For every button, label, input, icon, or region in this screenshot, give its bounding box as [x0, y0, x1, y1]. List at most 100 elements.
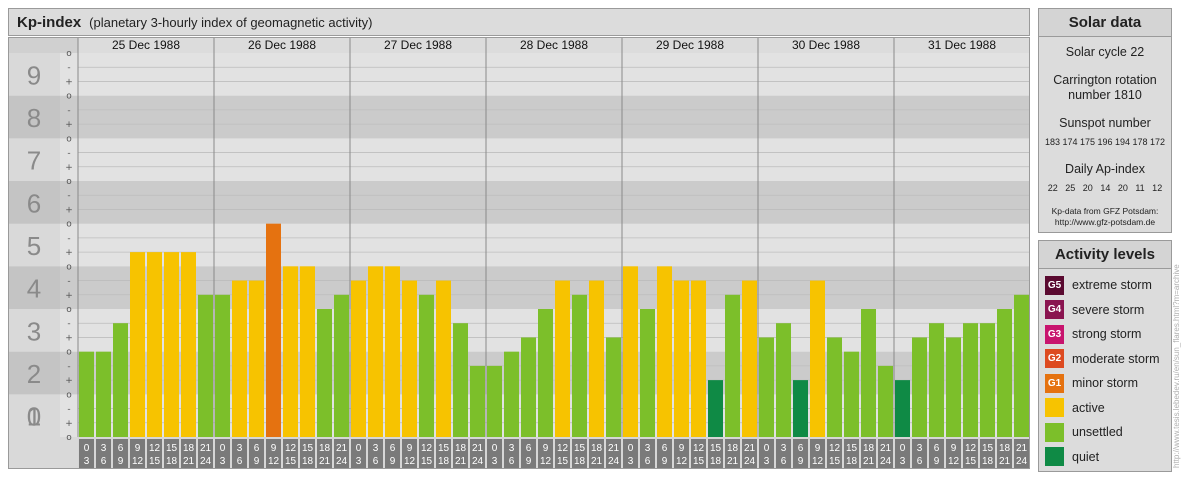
legend-item: G4 severe storm: [1045, 300, 1144, 320]
time-end-label: 15: [829, 456, 841, 467]
source-line-2[interactable]: http://www.gfz-potsdam.de: [1054, 217, 1156, 227]
y-tick-label: 2: [27, 359, 41, 389]
minor-tick-label: +: [65, 120, 73, 130]
kp-bar: [827, 337, 842, 437]
minor-tick-label: -: [67, 191, 70, 201]
minor-tick-label: -: [67, 319, 70, 329]
time-label-bg: [538, 439, 553, 468]
day-header-bg: [486, 37, 622, 53]
time-end-label: 21: [999, 456, 1011, 467]
time-label-bg: [283, 439, 298, 468]
minor-tick-label: o: [66, 134, 72, 144]
chart-border: [8, 37, 1030, 469]
time-start-label: 18: [727, 443, 739, 454]
time-label-bg: [810, 439, 825, 468]
minor-tick-label: +: [65, 333, 73, 343]
minor-tick-label: +: [65, 163, 73, 173]
time-start-label: 21: [472, 443, 484, 454]
kp-band: [78, 53, 1030, 96]
minor-tick-label: +: [65, 205, 73, 215]
kp-bar: [759, 337, 774, 437]
legend-item: unsettled: [1045, 422, 1123, 442]
time-start-label: 6: [934, 443, 940, 454]
legend-item: G5 extreme storm: [1045, 275, 1152, 295]
time-start-label: 15: [982, 443, 994, 454]
minor-tick-label: o: [66, 92, 72, 102]
time-label-bg: [266, 439, 281, 468]
time-end-label: 3: [356, 456, 362, 467]
solar-data-header: Solar data: [1039, 9, 1171, 37]
time-end-label: 21: [591, 456, 603, 467]
time-end-label: 18: [438, 456, 450, 467]
kp-bar: [521, 337, 536, 437]
kp-bar: [266, 223, 281, 437]
day-header-bg: [622, 37, 758, 53]
kp-bar: [504, 351, 519, 437]
legend-label: strong storm: [1072, 327, 1142, 341]
kp-bar: [147, 252, 162, 437]
minor-tick-label: o: [66, 433, 72, 443]
activity-levels-panel: Activity levels G5 extreme storm G4 severe …: [1038, 240, 1172, 472]
axis-band: [8, 394, 60, 437]
time-end-label: 21: [863, 456, 875, 467]
kp-bar: [1014, 294, 1029, 437]
time-label-bg: [79, 439, 94, 468]
axis-band: [8, 223, 60, 267]
time-end-label: 24: [1016, 456, 1028, 467]
minor-band: [60, 181, 78, 224]
time-end-label: 3: [84, 456, 90, 467]
time-end-label: 18: [574, 456, 586, 467]
time-start-label: 12: [421, 443, 433, 454]
time-end-label: 6: [645, 456, 651, 467]
time-start-label: 18: [999, 443, 1011, 454]
time-end-label: 24: [472, 456, 484, 467]
time-start-label: 3: [781, 443, 787, 454]
time-end-label: 18: [710, 456, 722, 467]
time-end-label: 24: [608, 456, 620, 467]
time-end-label: 9: [934, 456, 940, 467]
time-end-label: 3: [220, 456, 226, 467]
legend-swatch: G2: [1045, 349, 1064, 368]
axis-band: [8, 309, 60, 352]
time-label-bg: [742, 439, 757, 468]
time-end-label: 3: [764, 456, 770, 467]
legend-label: unsettled: [1072, 425, 1123, 439]
kp-bar: [538, 309, 553, 437]
time-end-label: 12: [268, 456, 280, 467]
y-tick-label: 8: [27, 103, 41, 133]
time-end-label: 9: [254, 456, 260, 467]
day-label: 30 Dec 1988: [792, 38, 860, 52]
time-label-bg: [1014, 439, 1029, 468]
time-end-label: 15: [421, 456, 433, 467]
kp-bar: [79, 351, 94, 437]
time-label-bg: [147, 439, 162, 468]
time-label-bg: [181, 439, 196, 468]
kp-bar: [487, 365, 502, 437]
time-label-bg: [963, 439, 978, 468]
time-label-bg: [351, 439, 366, 468]
time-start-label: 21: [1016, 443, 1028, 454]
legend-swatch: [1045, 447, 1064, 466]
legend-label: minor storm: [1072, 376, 1138, 390]
axis-band: [8, 95, 60, 139]
time-label-bg: [589, 439, 604, 468]
time-label-bg: [640, 439, 655, 468]
time-label-bg: [470, 439, 485, 468]
time-end-label: 9: [118, 456, 124, 467]
time-start-label: 9: [407, 443, 413, 454]
time-end-label: 12: [812, 456, 824, 467]
time-start-label: 18: [319, 443, 331, 454]
legend-label: extreme storm: [1072, 278, 1152, 292]
time-start-label: 0: [492, 443, 498, 454]
time-end-label: 12: [540, 456, 552, 467]
time-label-bg: [980, 439, 995, 468]
time-end-label: 3: [628, 456, 634, 467]
time-start-label: 12: [965, 443, 977, 454]
day-header-bg: [350, 37, 486, 53]
time-start-label: 15: [574, 443, 586, 454]
sunspot-values: 183 174 175 196 194 178 172: [1044, 137, 1166, 147]
time-label-bg: [249, 439, 264, 468]
time-label-bg: [368, 439, 383, 468]
kp-bar: [300, 266, 315, 437]
time-end-label: 12: [404, 456, 416, 467]
